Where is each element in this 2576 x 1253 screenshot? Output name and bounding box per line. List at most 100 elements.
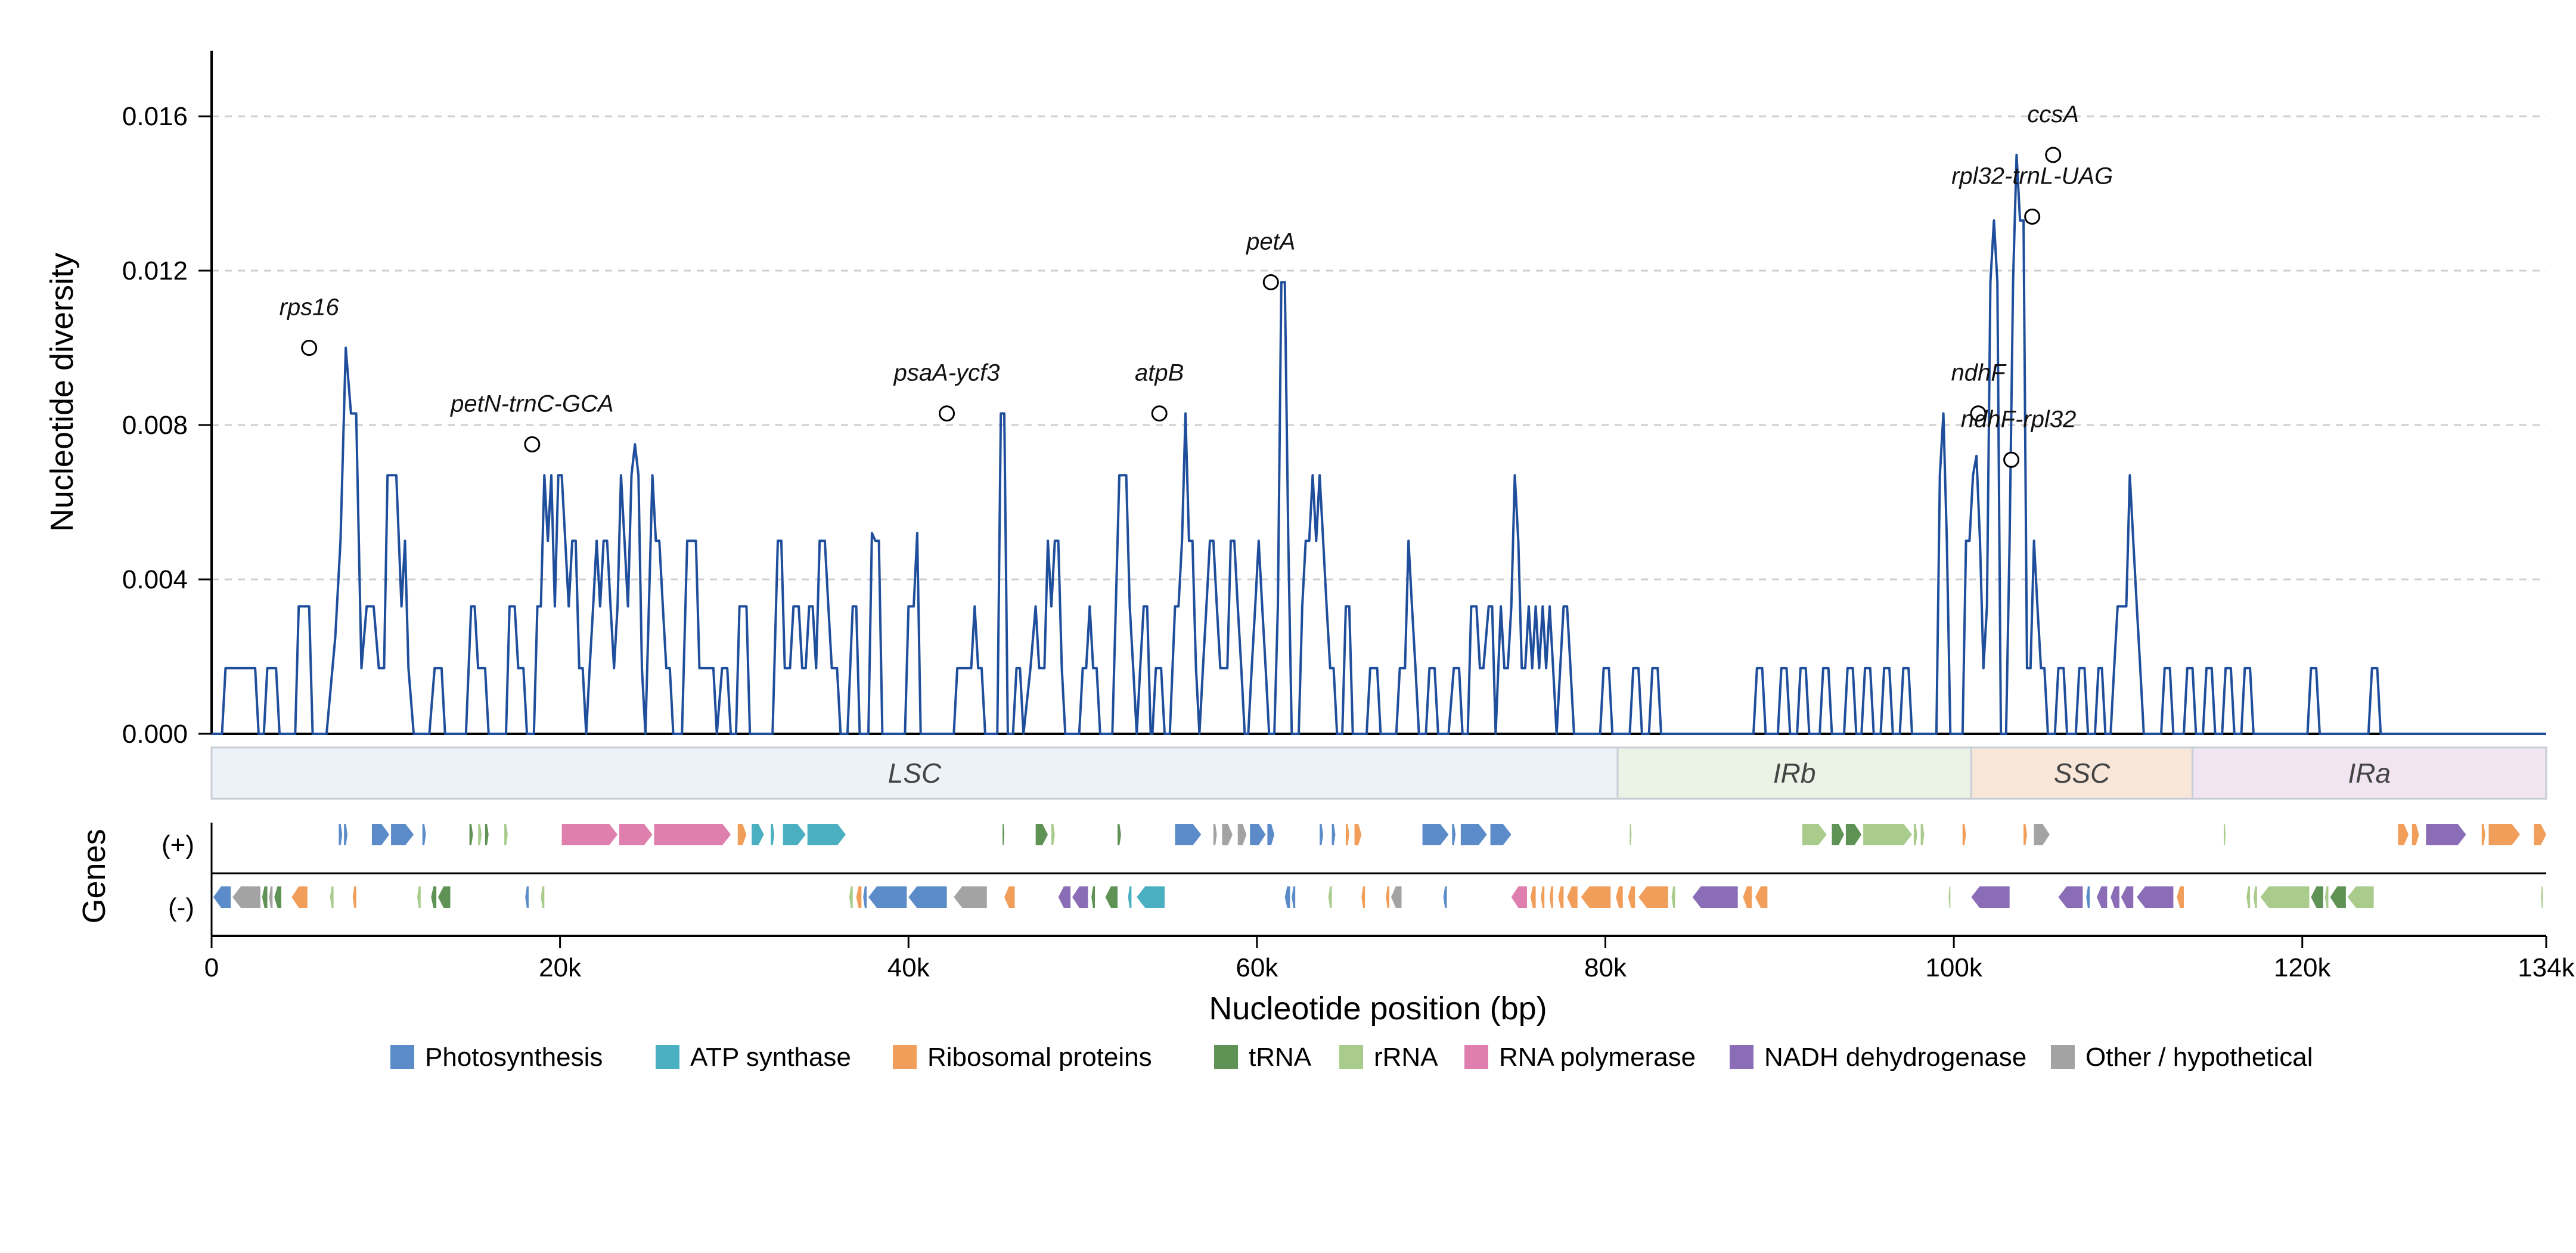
gene-feature <box>1832 824 1844 845</box>
gene-feature <box>1213 824 1217 845</box>
gene-feature <box>1913 824 1917 845</box>
gene-feature <box>2426 824 2466 845</box>
peak-marker <box>2024 208 2041 225</box>
gene-feature <box>1175 824 1202 845</box>
gene-feature <box>1320 824 1323 845</box>
peak-annotations: rps16 petN-trnC-GCA psaA-ycf3 atpB petA ndhF n… <box>280 101 2113 468</box>
legend-label: Other / hypothetical <box>2085 1043 2313 1072</box>
y-tick-label: 0.016 <box>122 102 188 131</box>
peak-label: petA <box>1246 228 1295 255</box>
gene-feature <box>2347 886 2374 908</box>
gene-feature <box>2488 824 2521 845</box>
x-tick-label: 134k <box>2518 953 2575 982</box>
region-label: IRb <box>1773 758 1816 789</box>
gene-feature <box>849 886 853 908</box>
gene-feature <box>213 886 231 908</box>
gene-feature <box>2330 886 2346 908</box>
gene-feature <box>863 886 867 908</box>
gene-feature <box>417 886 421 908</box>
legend-swatch <box>1214 1045 1238 1069</box>
region-label: LSC <box>888 758 942 789</box>
gene-feature <box>422 824 426 845</box>
gene-feature <box>478 824 482 845</box>
gene-feature <box>1091 886 1095 908</box>
peak-label: rpl32-trnL-UAG <box>1951 163 2113 189</box>
region-label: IRa <box>2348 758 2391 789</box>
legend-swatch <box>1464 1045 1488 1069</box>
gene-feature <box>1581 886 1611 908</box>
gene-feature <box>2224 824 2226 845</box>
region-lsc <box>210 746 1619 800</box>
gene-feature <box>1058 886 1071 908</box>
gene-feature <box>1530 886 1536 908</box>
gene-feature <box>1361 886 1365 908</box>
gene-feature <box>2324 886 2329 908</box>
gene-feature <box>856 886 862 908</box>
gene-feature <box>2137 886 2174 908</box>
peak-marker <box>2045 147 2062 163</box>
gene-feature <box>1638 886 1668 908</box>
gene-feature <box>232 886 260 908</box>
gene-feature <box>269 886 273 908</box>
gene-feature <box>1443 886 1447 908</box>
gene-feature <box>352 886 356 908</box>
gene-feature <box>1511 886 1527 908</box>
minus-strand-label: (-) <box>168 893 194 922</box>
gene-feature <box>1755 886 1768 908</box>
genome-region-bar: LSC IRb SSC IRa <box>210 746 2547 800</box>
gene-feature <box>771 824 775 845</box>
gene-feature <box>1920 824 1925 845</box>
gene-feature <box>2398 824 2409 845</box>
gene-feature <box>1354 824 1362 845</box>
peak-label: ccsA <box>2027 101 2079 128</box>
x-tick-label: 0 <box>204 953 219 982</box>
y-tick-label: 0.008 <box>122 411 188 440</box>
gene-feature <box>2058 886 2083 908</box>
legend-swatch <box>1339 1045 1363 1069</box>
gene-feature <box>274 886 281 908</box>
gene-feature <box>752 824 764 845</box>
legend-label: RNA polymerase <box>1499 1043 1696 1072</box>
gene-feature <box>1671 886 1675 908</box>
gene-feature <box>1863 824 1912 845</box>
gene-feature <box>1567 886 1578 908</box>
gene-feature <box>2246 886 2251 908</box>
gene-feature <box>908 886 947 908</box>
gene-feature <box>291 886 308 908</box>
legend: Photosynthesis ATP synthase Ribosomal prot… <box>390 1043 2313 1072</box>
legend-swatch <box>2051 1045 2075 1069</box>
gene-feature <box>1267 824 1275 845</box>
gene-feature <box>2481 824 2485 845</box>
peak-label: atpB <box>1135 360 1184 386</box>
y-gridlines <box>212 115 2546 581</box>
gene-feature <box>1743 886 1752 908</box>
diversity-series-line <box>212 153 2546 735</box>
gene-feature <box>1345 824 1349 845</box>
gene-feature <box>654 824 731 845</box>
gene-feature <box>1118 824 1121 845</box>
gene-feature <box>619 824 653 845</box>
gene-feature <box>737 824 747 845</box>
gene-feature <box>2121 886 2134 908</box>
gene-feature <box>262 886 268 908</box>
gene-feature <box>431 886 437 908</box>
gene-feature <box>1630 824 1632 845</box>
peak-marker <box>301 340 318 356</box>
gene-feature <box>2541 886 2543 908</box>
gene-feature <box>2253 886 2257 908</box>
gene-feature <box>868 886 907 908</box>
gene-feature <box>485 824 489 845</box>
gene-feature <box>1541 886 1545 908</box>
gene-feature <box>1292 886 1296 908</box>
gene-feature <box>1845 824 1862 845</box>
gene-feature <box>1237 824 1247 845</box>
peak-label: ndhF <box>1951 360 2007 386</box>
gene-feature <box>561 824 618 845</box>
gene-feature <box>1137 886 1165 908</box>
gene-feature <box>1692 886 1738 908</box>
gene-feature <box>1332 824 1336 845</box>
gene-feature <box>2411 824 2419 845</box>
region-ssc <box>1970 746 2194 800</box>
x-tick-label: 40k <box>887 953 930 982</box>
